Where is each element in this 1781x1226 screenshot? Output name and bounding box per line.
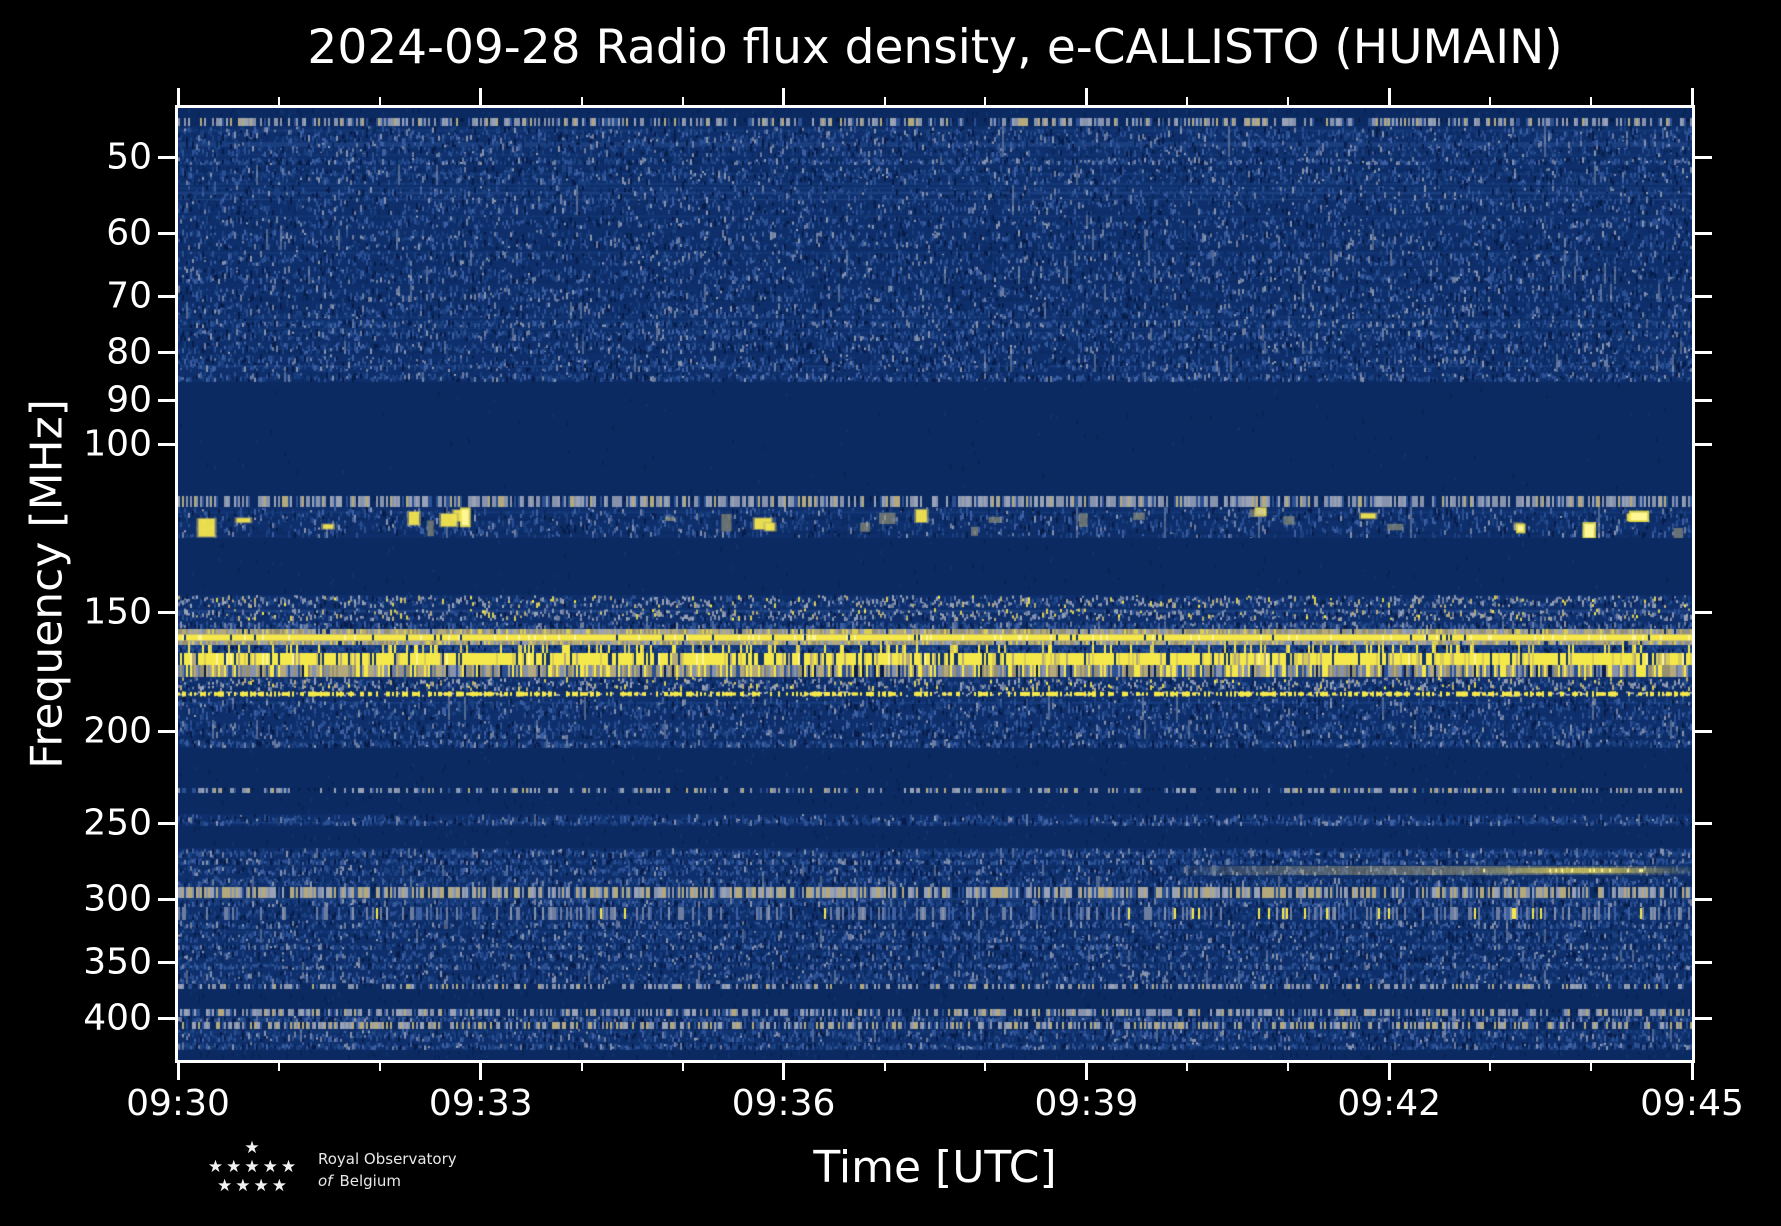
y-tick-label: 250 — [83, 802, 152, 844]
y-tick-mark — [158, 1016, 178, 1020]
y-tick-mark-right — [1692, 729, 1712, 733]
y-tick-label: 100 — [83, 423, 152, 465]
y-tick-label: 60 — [106, 212, 152, 254]
x-tick-mark — [782, 1060, 786, 1080]
x-tick-mark — [984, 1060, 987, 1071]
y-tick-mark-right — [1692, 155, 1712, 159]
x-tick-mark — [479, 1060, 483, 1080]
x-tick-mark-top — [782, 88, 786, 108]
x-tick-mark-top — [1489, 97, 1492, 108]
y-tick-mark — [158, 897, 178, 901]
x-tick-label: 09:36 — [731, 1083, 836, 1124]
y-tick-mark-right — [1692, 231, 1712, 235]
plot-frame — [175, 105, 1695, 1063]
y-tick-mark-right — [1692, 610, 1712, 614]
x-tick-mark — [1186, 1060, 1189, 1071]
x-tick-mark — [580, 1060, 583, 1071]
x-tick-mark-top — [479, 88, 483, 108]
x-tick-mark-top — [580, 97, 583, 108]
x-tick-label: 09:45 — [1640, 1083, 1744, 1124]
y-tick-label: 200 — [83, 710, 152, 752]
y-tick-mark — [158, 350, 178, 354]
x-tick-mark-top — [1186, 97, 1189, 108]
y-axis-label: Frequency [MHz] — [21, 399, 73, 769]
x-tick-mark-top — [984, 97, 987, 108]
spectrogram-heatmap — [178, 108, 1692, 1060]
x-tick-label: 09:30 — [126, 1083, 230, 1124]
y-tick-label: 80 — [106, 331, 152, 373]
y-tick-mark — [158, 960, 178, 964]
y-tick-mark — [158, 231, 178, 235]
y-tick-mark-right — [1692, 897, 1712, 901]
rob-logo-line2-prefix: of — [318, 1172, 333, 1190]
x-tick-mark-top — [176, 88, 180, 108]
x-tick-mark — [1084, 1060, 1088, 1080]
y-tick-label: 90 — [106, 379, 152, 421]
x-tick-mark-top — [378, 97, 381, 108]
y-tick-mark-right — [1692, 821, 1712, 825]
x-tick-mark — [277, 1060, 280, 1071]
x-tick-mark — [883, 1060, 886, 1071]
x-tick-mark — [1489, 1060, 1492, 1071]
y-tick-mark — [158, 729, 178, 733]
x-axis-label: Time [UTC] — [813, 1142, 1057, 1193]
rob-logo-line2-name: Belgium — [339, 1172, 401, 1190]
x-tick-mark-top — [1287, 97, 1290, 108]
y-tick-mark-right — [1692, 294, 1712, 298]
x-tick-mark-top — [1387, 88, 1391, 108]
x-tick-mark — [1690, 1060, 1694, 1080]
star-row: ★★★★ — [217, 1176, 290, 1196]
x-tick-mark-top — [883, 97, 886, 108]
y-tick-mark — [158, 294, 178, 298]
rob-logo-text: Royal Observatory of Belgium — [318, 1148, 457, 1192]
y-tick-mark — [158, 821, 178, 825]
rob-logo-line2: of Belgium — [318, 1170, 457, 1192]
x-tick-mark — [176, 1060, 180, 1080]
x-tick-mark — [681, 1060, 684, 1071]
x-tick-mark-top — [1084, 88, 1088, 108]
x-tick-mark-top — [277, 97, 280, 108]
y-tick-mark — [158, 155, 178, 159]
y-tick-label: 400 — [83, 997, 152, 1039]
rob-logo: ★ ★★★★★ ★★★★ Royal Observatory of Belgium — [150, 1136, 570, 1206]
y-tick-mark — [158, 442, 178, 446]
x-tick-mark-top — [1590, 97, 1593, 108]
y-tick-label: 150 — [83, 591, 152, 633]
x-tick-mark-top — [681, 97, 684, 108]
y-tick-mark — [158, 398, 178, 402]
y-tick-mark-right — [1692, 398, 1712, 402]
x-tick-mark — [1590, 1060, 1593, 1071]
rob-logo-line1: Royal Observatory — [318, 1150, 457, 1168]
y-tick-mark-right — [1692, 442, 1712, 446]
y-tick-mark-right — [1692, 960, 1712, 964]
y-tick-label: 350 — [83, 941, 152, 983]
y-tick-label: 300 — [83, 878, 152, 920]
x-tick-label: 09:39 — [1034, 1083, 1139, 1124]
y-tick-label: 70 — [106, 275, 152, 317]
x-tick-mark — [1387, 1060, 1391, 1080]
star-row: ★ — [244, 1138, 263, 1158]
star-row: ★★★★★ — [207, 1157, 300, 1177]
y-tick-label: 50 — [106, 136, 152, 178]
x-tick-mark — [1287, 1060, 1290, 1071]
y-tick-mark — [158, 610, 178, 614]
x-tick-mark — [378, 1060, 381, 1071]
x-tick-label: 09:42 — [1337, 1083, 1442, 1124]
y-tick-mark-right — [1692, 1016, 1712, 1020]
chart-title: 2024-09-28 Radio flux density, e-CALLIST… — [307, 20, 1563, 75]
y-tick-mark-right — [1692, 350, 1712, 354]
x-tick-label: 09:33 — [428, 1083, 533, 1124]
x-tick-mark-top — [1690, 88, 1694, 108]
